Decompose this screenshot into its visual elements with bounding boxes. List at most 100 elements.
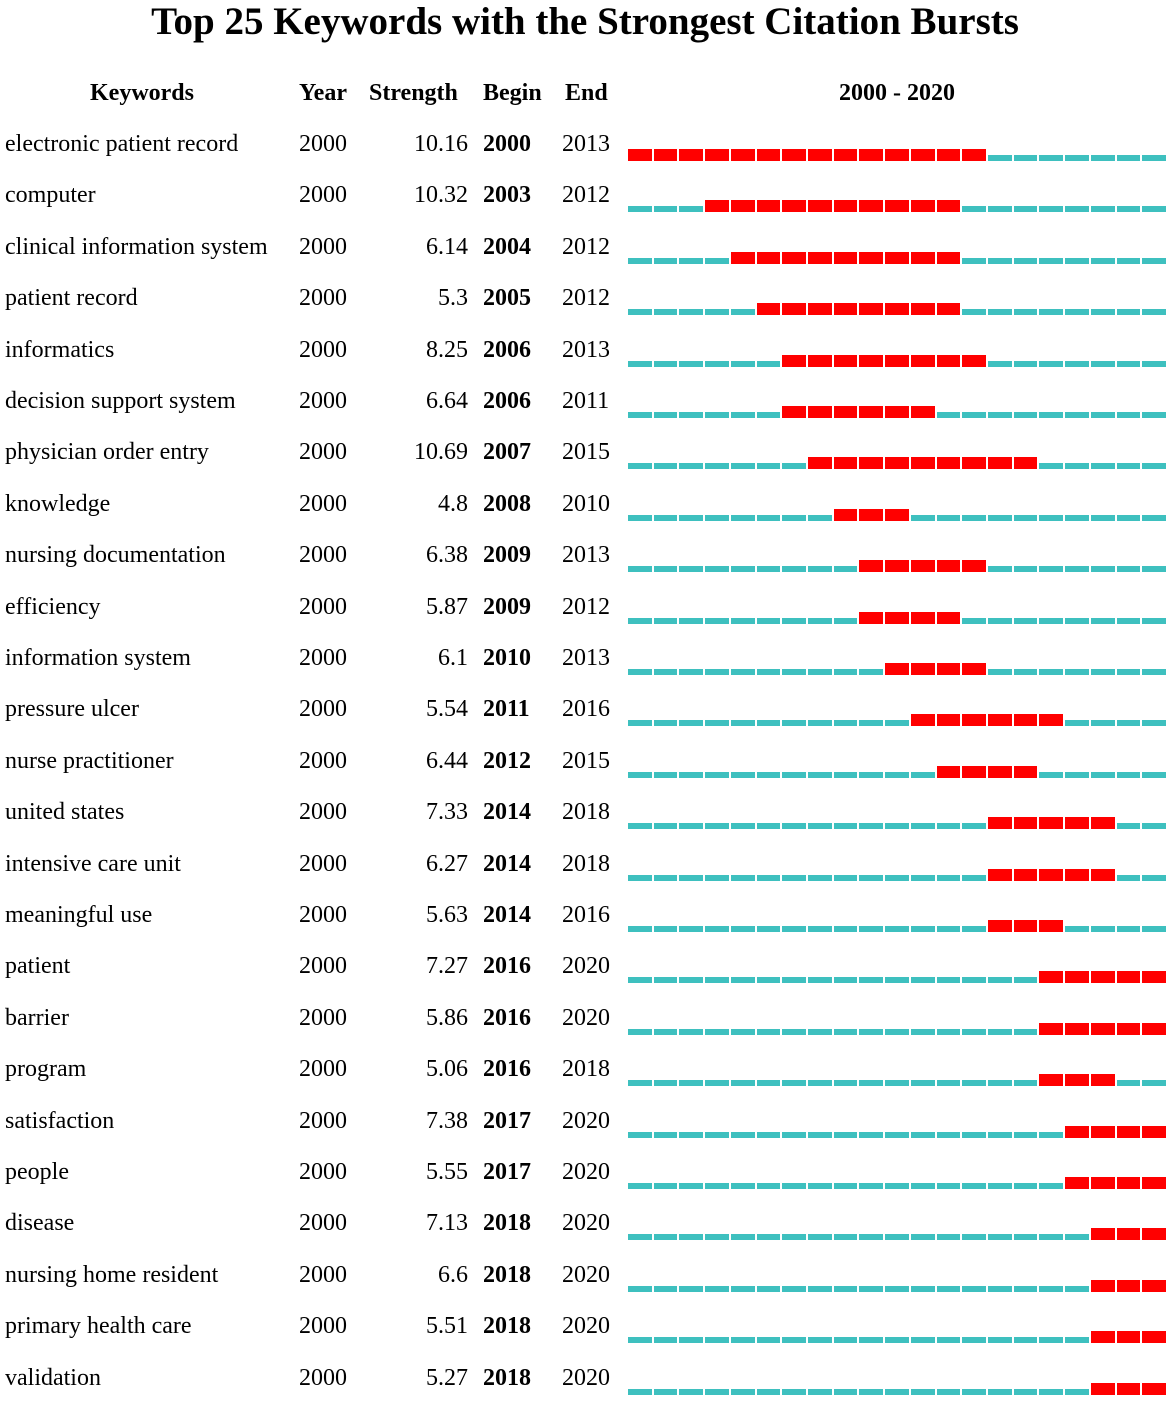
timeline-segment <box>1039 669 1064 675</box>
strength-cell: 4.8 <box>438 490 468 517</box>
begin-cell: 2017 <box>483 1159 531 1185</box>
timeline-segment <box>679 617 704 624</box>
timeline-segment <box>1142 155 1166 161</box>
burst-segment <box>1142 1022 1166 1035</box>
timeline-segment <box>782 1337 806 1344</box>
burst-segment <box>910 714 935 727</box>
year-cell: 2000 <box>299 1313 347 1340</box>
burst-segment <box>1090 1382 1115 1395</box>
keyword-cell: patient record <box>5 285 138 312</box>
timeline-segment <box>1065 206 1089 213</box>
timeline-segment <box>730 463 755 470</box>
timeline-segment <box>756 1131 781 1138</box>
timeline-segment <box>679 1337 704 1344</box>
timeline-segment <box>910 1388 935 1395</box>
timeline-segment <box>988 1183 1012 1189</box>
timeline-segment <box>730 1388 755 1395</box>
timeline-segment <box>1090 720 1115 727</box>
timeline-segment <box>679 1028 704 1035</box>
timeline-segment <box>936 1028 961 1035</box>
timeline-segment <box>628 1080 652 1087</box>
timeline-segment <box>756 823 781 830</box>
burst-segment <box>910 663 935 675</box>
timeline-segment <box>808 771 832 778</box>
timeline-segment <box>653 206 678 213</box>
timeline-segment <box>1013 412 1038 418</box>
timeline-segment <box>833 1337 858 1344</box>
burst-segment <box>1116 1177 1141 1189</box>
timeline-segment <box>756 1234 781 1241</box>
burst-segment <box>653 149 678 161</box>
timeline-segment <box>705 1183 729 1189</box>
timeline-segment <box>910 1234 935 1241</box>
timeline-segment <box>679 1234 704 1241</box>
timeline-segment <box>782 566 806 573</box>
timeline-segment <box>653 926 678 932</box>
year-cell: 2000 <box>299 439 347 466</box>
burst-segment <box>885 303 909 316</box>
timeline-segment <box>910 1337 935 1344</box>
burst-timeline <box>628 1279 1168 1292</box>
timeline-segment <box>782 720 806 727</box>
timeline-segment <box>1090 412 1115 418</box>
timeline-segment <box>833 1131 858 1138</box>
burst-segment <box>782 354 806 367</box>
timeline-segment <box>1013 617 1038 624</box>
burst-segment <box>910 457 935 470</box>
end-cell: 2012 <box>562 233 610 260</box>
timeline-segment <box>756 720 781 727</box>
year-cell: 2000 <box>299 696 347 723</box>
burst-segment <box>1039 714 1064 727</box>
begin-cell: 2016 <box>483 1056 531 1083</box>
timeline-segment <box>1013 1234 1038 1241</box>
keyword-cell: nursing home resident <box>5 1261 219 1288</box>
timeline-segment <box>679 463 704 470</box>
timeline-segment <box>1065 155 1089 161</box>
burst-segment <box>1065 868 1089 881</box>
strength-cell: 5.3 <box>438 285 468 312</box>
burst-segment <box>1142 1125 1166 1138</box>
timeline-segment <box>1039 514 1064 521</box>
end-cell: 2011 <box>562 388 610 414</box>
burst-segment <box>808 200 832 213</box>
timeline-segment <box>808 617 832 624</box>
strength-cell: 6.38 <box>426 542 468 569</box>
timeline-segment <box>653 617 678 624</box>
timeline-segment <box>1065 412 1089 418</box>
end-cell: 2016 <box>562 696 610 723</box>
table-row: program 2000 5.06 2016 2018 <box>0 1052 1170 1092</box>
keyword-cell: knowledge <box>5 490 111 517</box>
burst-segment <box>859 560 884 573</box>
timeline-segment <box>782 1234 806 1241</box>
burst-segment <box>936 663 961 675</box>
burst-segment <box>808 303 832 316</box>
timeline-segment <box>859 1337 884 1344</box>
table-row: pressure ulcer 2000 5.54 2011 2016 <box>0 692 1170 732</box>
timeline-segment <box>679 669 704 675</box>
column-header-end: End <box>565 80 608 106</box>
timeline-segment <box>808 1337 832 1344</box>
timeline-segment <box>988 1028 1012 1035</box>
timeline-segment <box>1090 926 1115 932</box>
burst-segment <box>756 149 781 161</box>
burst-timeline <box>628 508 1168 521</box>
timeline-segment <box>885 926 909 932</box>
burst-segment <box>1065 1022 1089 1035</box>
timeline-segment <box>628 1388 652 1395</box>
timeline-segment <box>988 566 1012 573</box>
timeline-segment <box>653 669 678 675</box>
timeline-segment <box>628 463 652 470</box>
timeline-segment <box>1142 823 1166 830</box>
burst-segment <box>910 354 935 367</box>
timeline-segment <box>679 309 704 316</box>
keyword-cell: nursing documentation <box>5 542 226 569</box>
burst-segment <box>756 303 781 316</box>
burst-segment <box>936 251 961 264</box>
timeline-segment <box>653 514 678 521</box>
timeline-segment <box>730 1028 755 1035</box>
burst-segment <box>910 200 935 213</box>
timeline-segment <box>859 1028 884 1035</box>
burst-segment <box>782 303 806 316</box>
timeline-segment <box>833 823 858 830</box>
timeline-segment <box>1065 1285 1089 1292</box>
